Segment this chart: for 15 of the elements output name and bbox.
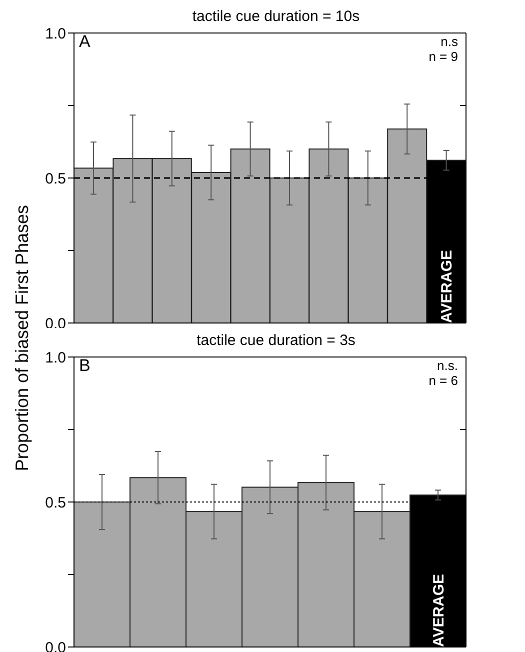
y-tick-label: 1.0 [45,25,66,42]
x-tick-label: AVERAGE [438,250,456,323]
annotation: n.s. [436,358,458,373]
y-tick-label: 0.5 [45,494,66,512]
y-tick-label: 0.5 [45,170,66,188]
y-tick-label: 1.0 [45,349,66,366]
x-tick-label: AVERAGE [430,574,448,647]
annotation: n.s [440,34,458,49]
chart-title: tactile cue duration = 3s [196,332,356,349]
annotation: A [79,32,90,52]
y-axis-title: Proportion of biased First Phases [12,204,33,472]
annotation: n = 9 [428,49,458,64]
annotation: n = 6 [428,373,458,388]
chart-title: tactile cue duration = 10s [192,8,360,25]
annotation: B [79,356,90,376]
